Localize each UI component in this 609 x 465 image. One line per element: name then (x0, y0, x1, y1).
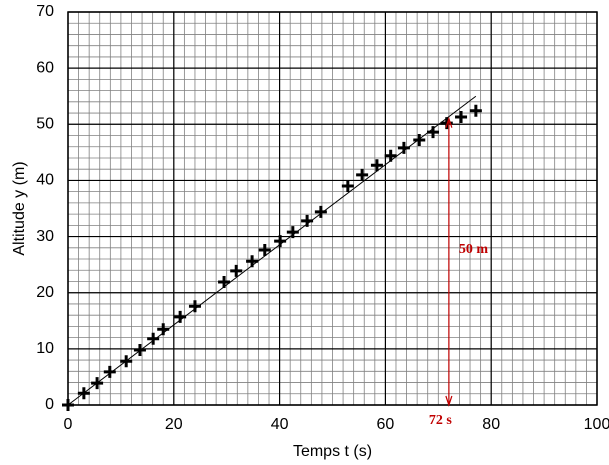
data-point (147, 332, 160, 345)
y-tick-label: 10 (36, 340, 54, 357)
plot-border (67, 11, 598, 406)
data-point (356, 168, 369, 181)
x-tick-label: 60 (377, 416, 395, 433)
y-axis-label: Altitude y (m) (11, 161, 28, 255)
data-point (91, 377, 104, 390)
data-point (413, 134, 426, 147)
data-point (370, 159, 383, 172)
arrow-head (445, 395, 453, 407)
data-point (174, 310, 187, 323)
y-tick-label: 30 (36, 228, 54, 245)
x-tick-label: 40 (271, 416, 289, 433)
data-point (341, 180, 354, 193)
y-tick-label: 20 (36, 284, 54, 301)
data-point (384, 149, 397, 162)
data-point (133, 343, 146, 356)
data-point (274, 235, 287, 248)
data-point (218, 276, 231, 289)
data-point (77, 387, 90, 400)
data-point (314, 205, 327, 218)
data-point (120, 355, 133, 368)
data-point (62, 399, 74, 411)
y-tick-label: 60 (36, 59, 54, 76)
data-point (301, 214, 314, 227)
y-tick-label: 0 (45, 396, 54, 413)
annotation: 50 m (459, 242, 489, 257)
data-point (230, 264, 243, 277)
data-point (469, 104, 482, 117)
data-point (286, 226, 299, 239)
data-point (188, 300, 201, 313)
data-point (258, 244, 271, 257)
x-axis-label: Temps t (s) (293, 443, 372, 460)
arrow-head (445, 116, 453, 128)
x-tick-label: 80 (482, 416, 500, 433)
data-point (246, 255, 259, 268)
x-tick-label: 100 (584, 416, 609, 433)
y-tick-label: 50 (36, 116, 54, 133)
data-point (157, 323, 170, 336)
y-tick-label: 40 (36, 172, 54, 189)
data-point (455, 110, 468, 123)
x-tick-label: 0 (64, 416, 73, 433)
data-point (103, 365, 116, 378)
data-point (397, 141, 410, 154)
y-tick-label: 70 (36, 3, 54, 20)
x-tick-label: 20 (165, 416, 183, 433)
fit-line (67, 95, 477, 406)
data-point (427, 126, 440, 139)
annotation: 72 s (429, 413, 453, 428)
